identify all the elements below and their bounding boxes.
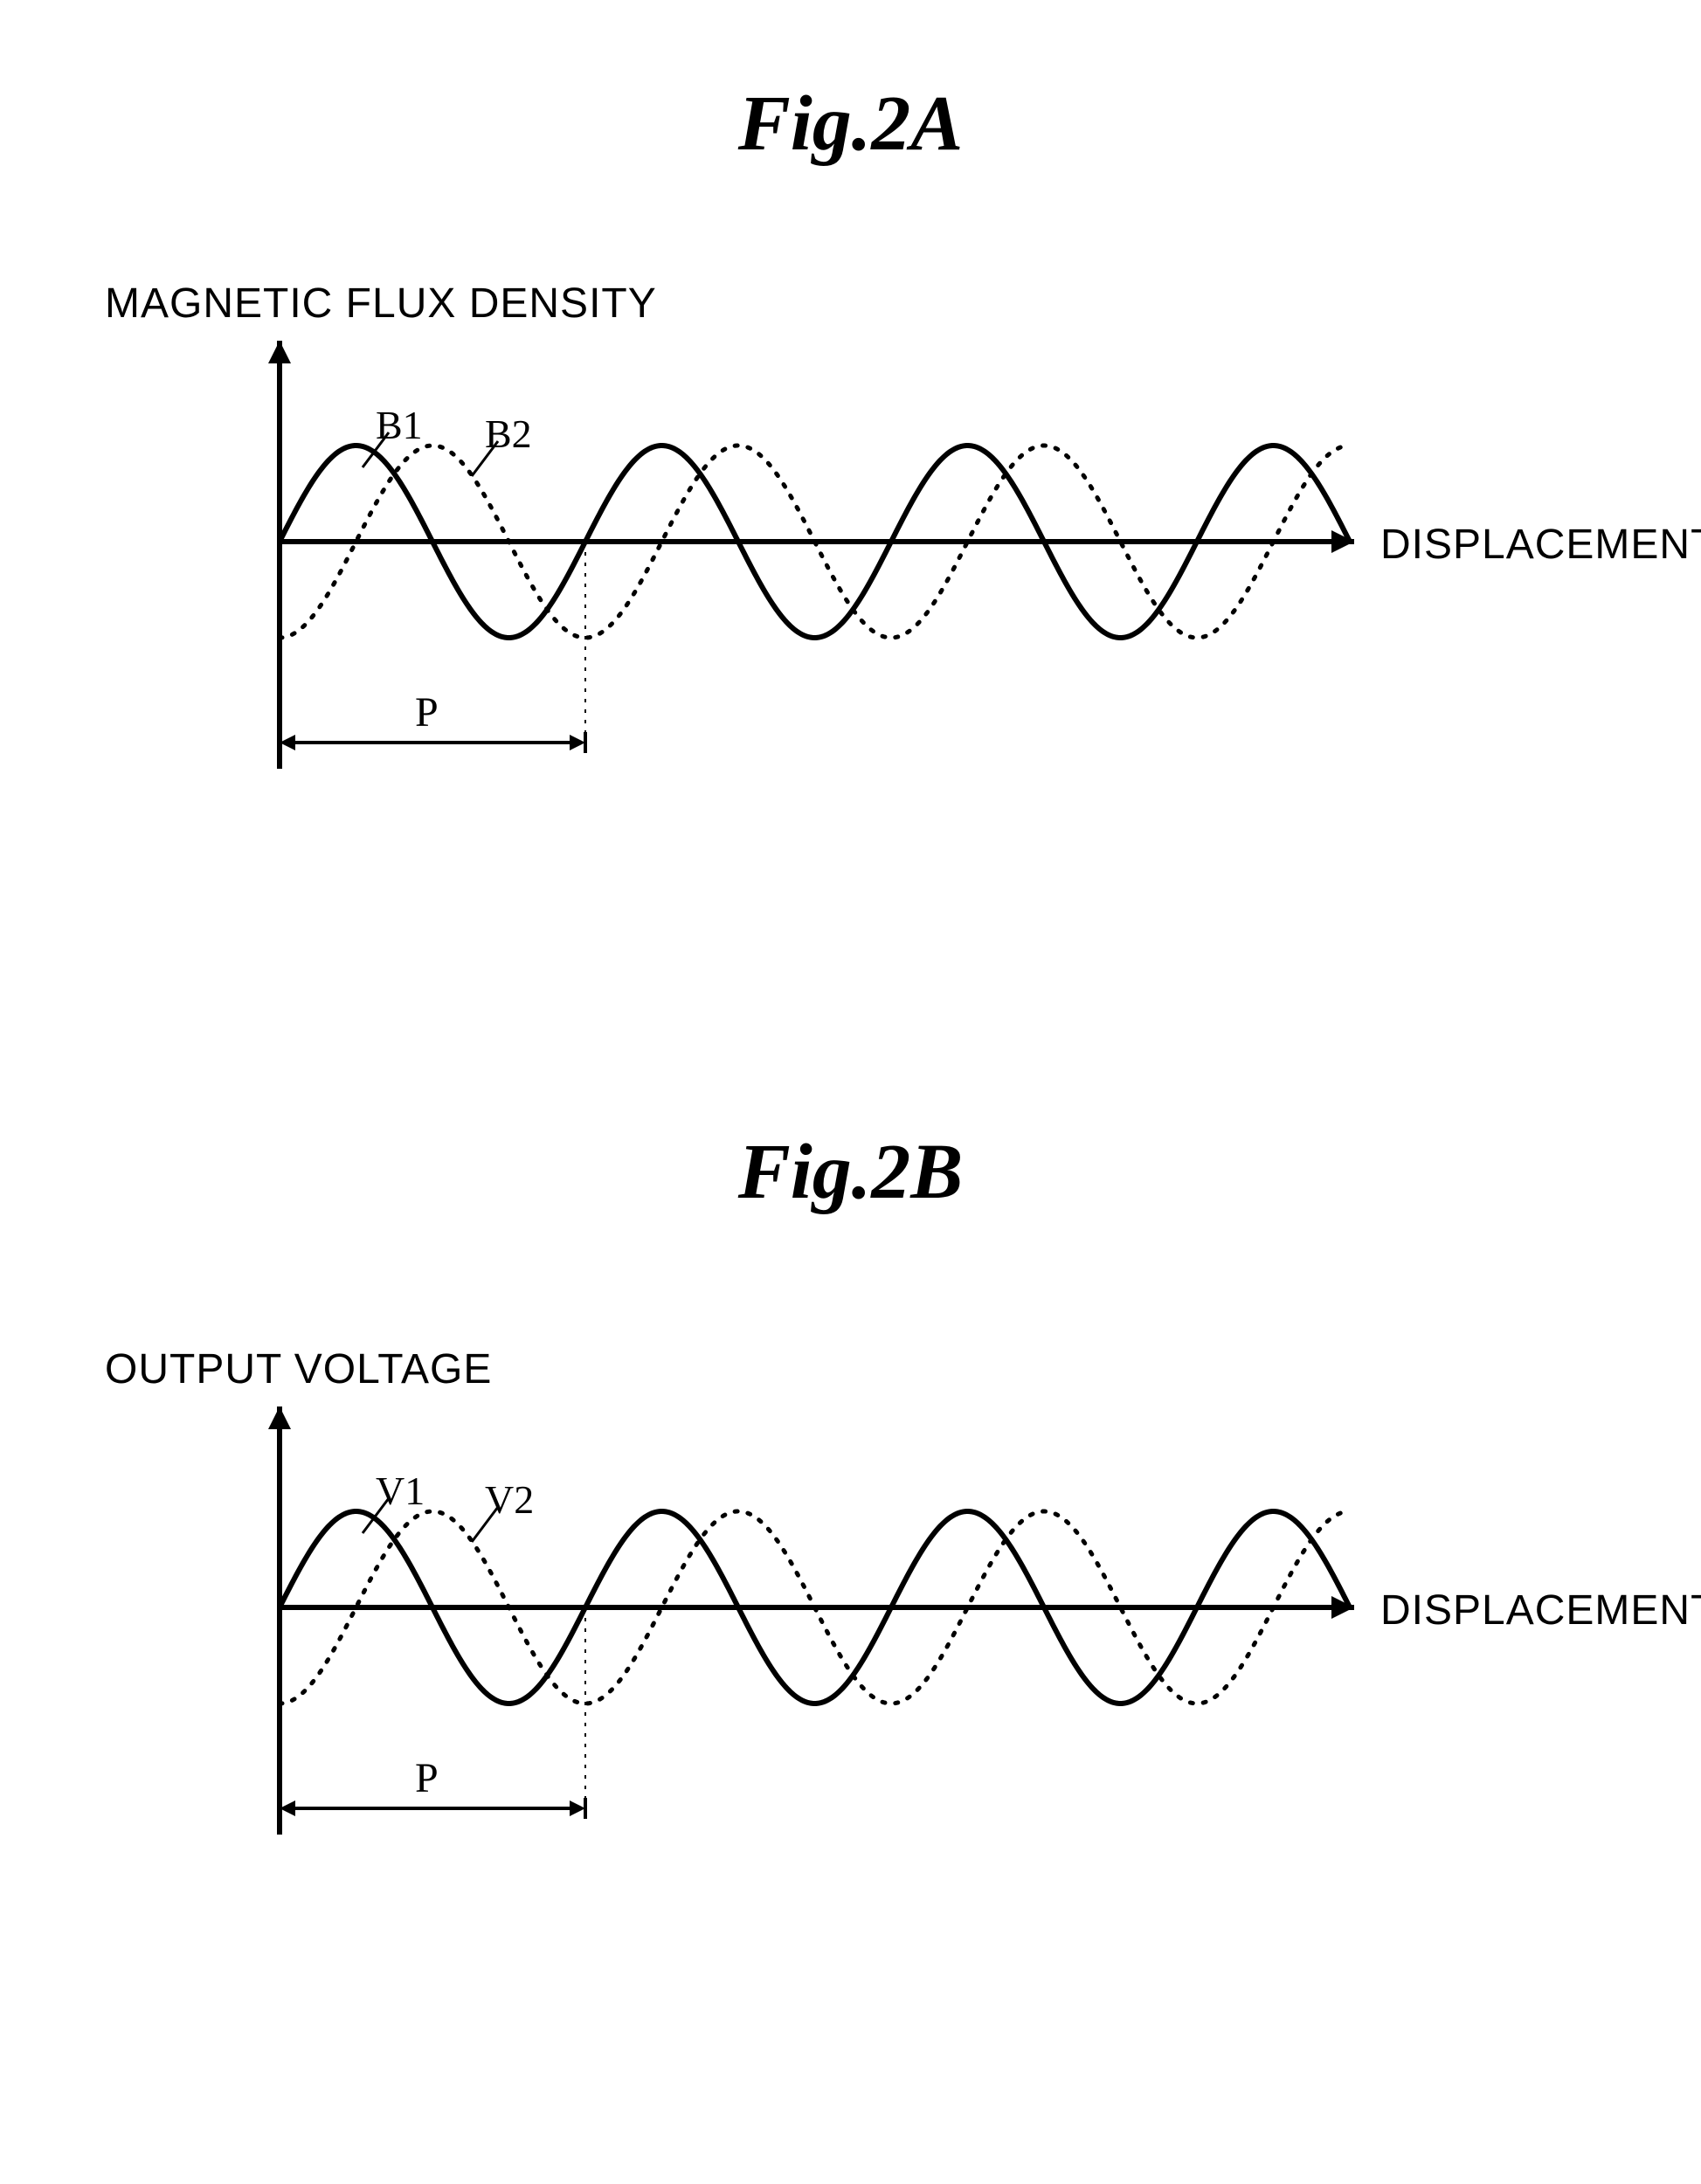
period-label-a: P	[415, 688, 439, 736]
curve-label-b2: B2	[485, 411, 532, 457]
curve-label-b1: B1	[376, 402, 423, 448]
curve-label-v2: V2	[485, 1476, 534, 1523]
curve-label-v1: V1	[376, 1468, 425, 1514]
period-label-b: P	[415, 1754, 439, 1802]
figure-a-plot	[0, 0, 1701, 1048]
figure-b-plot	[0, 1048, 1701, 2184]
